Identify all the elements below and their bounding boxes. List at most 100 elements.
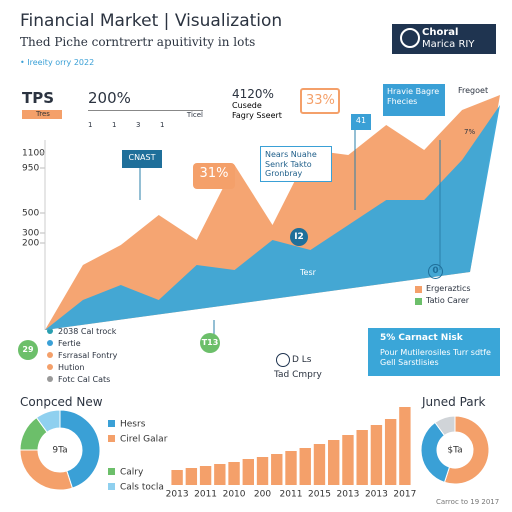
legend-swatch: [415, 286, 422, 293]
stat-tick: 3: [136, 121, 141, 129]
legend-label: Hution: [58, 363, 85, 372]
logo-text: Choral: [422, 27, 459, 38]
callout-box: 5% Carnact Nisk Pour Mutilerosiles Turr …: [368, 328, 500, 376]
bar: [171, 470, 183, 485]
legend-label: Cals tocla: [120, 483, 164, 493]
x-tick-label: 2011: [194, 490, 217, 500]
bar: [399, 407, 411, 485]
legend-swatch: [47, 364, 53, 370]
callout: Pour Mutilerosiles Turr sdtfe Gell Sarst…: [380, 348, 491, 367]
callout-icon: [276, 353, 290, 367]
x-tick-label: 2011: [280, 490, 303, 500]
chart-title: Conpced New: [20, 395, 103, 409]
callout: 7%: [464, 128, 476, 136]
bar: [214, 464, 226, 485]
legend-label: Ergeraztics: [426, 284, 471, 293]
y-tick-label: 300: [22, 229, 39, 239]
donut-center: 9Ta: [52, 446, 67, 456]
callout: T13: [200, 333, 220, 353]
logo: Choral Marica RIY: [392, 24, 496, 54]
bar: [242, 459, 254, 485]
legend-swatch: [47, 352, 53, 358]
legend-label: Fotc Cal Cats: [58, 375, 111, 384]
logo-icon: [400, 28, 420, 48]
y-tick-label: 200: [22, 239, 39, 249]
stat-tick: 1: [88, 121, 93, 129]
bar: [199, 466, 212, 485]
bar: [285, 451, 297, 485]
callout: Tad Cmpry: [274, 370, 322, 380]
y-tick-label: 1100: [22, 149, 45, 159]
y-tick-label: 500: [22, 209, 39, 219]
bar: [313, 444, 326, 485]
stat-tick: 1: [160, 121, 165, 129]
bar: [356, 430, 368, 485]
logo-text: Marica RIY: [422, 39, 475, 50]
bar: [370, 425, 383, 485]
donut-slice: [35, 409, 61, 433]
legend-swatch: [47, 376, 53, 382]
legend-swatch: [47, 340, 53, 346]
callout: 31%: [193, 163, 235, 189]
callout: Nears Nuahe Senrk Takto Gronbray: [260, 146, 332, 182]
callout: I2: [290, 228, 308, 246]
stat-value: 4120%: [232, 87, 274, 101]
donut-center: $Ta: [447, 446, 462, 456]
stat-value: 200%: [88, 89, 131, 107]
callout: D Ls: [292, 355, 312, 365]
bar: [228, 462, 240, 485]
chart-title: Juned Park: [422, 395, 486, 409]
x-tick-label: 2015: [308, 490, 331, 500]
legend-label: Tatio Carer: [426, 296, 470, 305]
x-tick-label: 2010: [223, 490, 246, 500]
callout: Fregoet: [458, 86, 489, 95]
stat-label: Cusede Fagry Sseert: [232, 101, 282, 120]
legend-label: Calry: [120, 468, 144, 478]
bar: [271, 454, 283, 485]
legend-label: Hesrs: [120, 420, 146, 430]
x-tick-label: 2017: [393, 490, 416, 500]
x-tick-label: 2013: [336, 490, 359, 500]
x-tick-label: 2013: [365, 490, 388, 500]
stat-label: Ticel: [88, 110, 203, 119]
callout: 41: [351, 114, 371, 130]
callout: 5% Carnact Nisk: [380, 333, 463, 343]
stat-label: Tres: [22, 110, 62, 119]
stat-tick: 1: [112, 121, 117, 129]
stat-value: TPS: [22, 89, 55, 107]
title: Financial Market | Visualization: [20, 11, 283, 31]
callout: 0: [428, 264, 443, 279]
callout: Hravie Bagre Fhecies: [383, 84, 445, 116]
date: • Ireeity orry 2022: [20, 58, 95, 67]
callout: Tesr: [300, 268, 316, 277]
donut-slice: [434, 415, 456, 437]
legend-label: Fsrrasal Fontry: [58, 351, 118, 360]
legend-swatch: [108, 435, 115, 442]
bar: [256, 457, 269, 485]
legend-swatch: [108, 420, 115, 427]
legend-label: Cirel Galar: [120, 435, 168, 445]
bar: [328, 440, 340, 485]
donut-slice: [443, 415, 490, 485]
callout: 29: [18, 340, 38, 360]
legend-swatch: [108, 468, 115, 475]
y-tick-label: 950: [22, 164, 39, 174]
bar: [384, 419, 397, 485]
stat-label-text: Ticel: [186, 111, 203, 119]
footer: Carroc to 19 2017: [436, 498, 500, 506]
area: [45, 105, 500, 330]
bar: [342, 435, 354, 485]
bar: [185, 468, 198, 485]
x-tick-label: 2013: [166, 490, 189, 500]
legend-swatch: [415, 298, 422, 305]
legend-swatch: [108, 483, 115, 490]
legend-label: 2038 Cal trock: [58, 327, 117, 336]
donut-slice: [19, 449, 73, 491]
donut-slice: [59, 409, 101, 489]
callout: CNAST: [122, 150, 162, 168]
subtitle: Thed Piche corntrertr apuitivity in lots: [20, 35, 256, 49]
x-tick-label: 200: [254, 490, 271, 500]
callout: 33%: [300, 88, 340, 114]
